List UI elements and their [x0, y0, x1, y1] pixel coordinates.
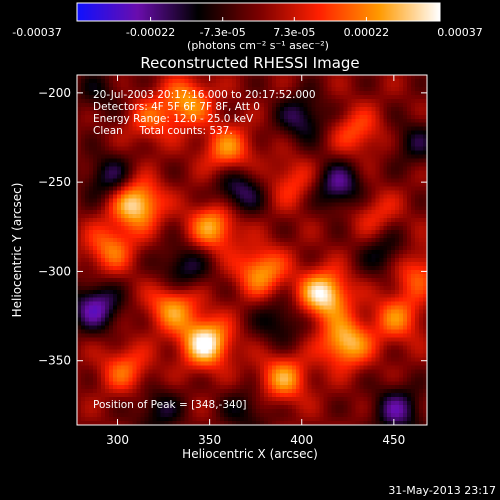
- y-tick-label: −250: [38, 175, 71, 189]
- heatmap-image: [77, 75, 427, 425]
- plot-title: Reconstructed RHESSI Image: [140, 54, 359, 72]
- y-axis-ticks: −200 −250 −300 −350: [38, 86, 427, 368]
- colorbar-tick-label: 7.3e-05: [273, 26, 315, 39]
- x-axis-label: Heliocentric X (arcsec): [182, 447, 318, 461]
- colorbar: -0.00037 -0.00022 -7.3e-05 7.3e-05 0.00022 0.…: [12, 2, 483, 52]
- annotation-detectors: Detectors: 4F 5F 6F 7F 8F, Att 0: [93, 101, 260, 113]
- y-axis-label: Heliocentric Y (arcsec): [10, 183, 24, 318]
- plot-frame: [76, 74, 428, 426]
- colorbar-tick-label: -0.00022: [126, 26, 175, 39]
- annotation-time: 20-Jul-2003 20:17:16.000 to 20:17:52.000: [93, 89, 316, 101]
- x-tick-label: 300: [106, 433, 129, 447]
- colorbar-gradient: [77, 3, 440, 21]
- y-tick-label: −350: [38, 354, 71, 368]
- x-tick-label: 450: [382, 433, 405, 447]
- x-tick-label: 350: [198, 433, 221, 447]
- annotations: 20-Jul-2003 20:17:16.000 to 20:17:52.000…: [93, 89, 316, 411]
- colorbar-tick-label: 0.00022: [344, 26, 390, 39]
- colorbar-tick-label: 0.00037: [437, 26, 483, 39]
- annotation-peak-position: Position of Peak = [348,-340]: [93, 399, 247, 411]
- annotation-clean-counts: Clean Total counts: 537.: [93, 125, 233, 137]
- annotation-energy: Energy Range: 12.0 - 25.0 keV: [93, 113, 254, 125]
- colorbar-tick-label: -7.3e-05: [200, 26, 246, 39]
- footer-timestamp: 31-May-2013 23:17: [388, 484, 496, 497]
- x-axis-ticks: 300 350 400 450: [106, 75, 405, 447]
- y-tick-label: −300: [38, 264, 71, 278]
- colorbar-unit-label: (photons cm⁻² s⁻¹ asec⁻²): [187, 39, 329, 52]
- y-tick-label: −200: [38, 86, 71, 100]
- colorbar-frame: [76, 2, 441, 22]
- colorbar-tick-labels: -0.00037 -0.00022 -7.3e-05 7.3e-05 0.00022 0.…: [12, 26, 482, 39]
- colorbar-ticks: [76, 17, 441, 21]
- colorbar-tick-label: -0.00037: [12, 26, 61, 39]
- x-tick-label: 400: [290, 433, 313, 447]
